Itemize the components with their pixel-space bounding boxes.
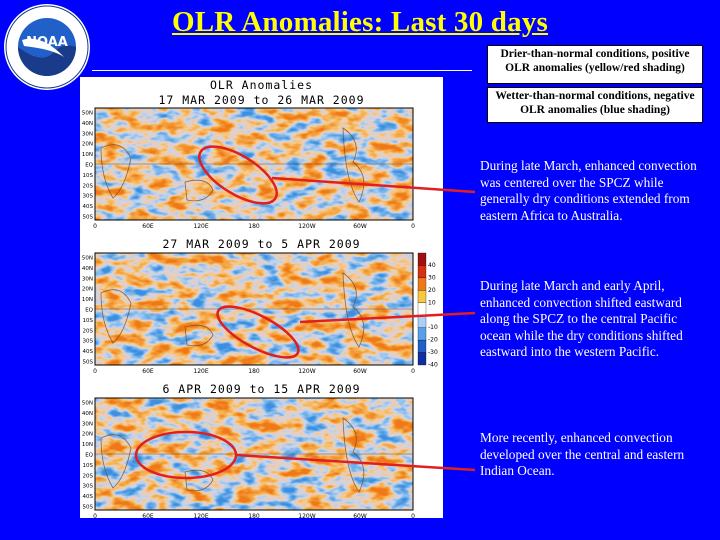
- lat-label: 20N: [82, 432, 93, 438]
- colorbar-label: -40: [428, 362, 438, 369]
- lat-label: 10S: [83, 173, 94, 179]
- olr-figure: OLR Anomalies 17 MAR 2009 to 26 MAR 2009…: [80, 77, 443, 518]
- colorbar-label: 40: [428, 262, 436, 269]
- lat-label: 50S: [83, 505, 94, 511]
- lon-label: 180: [248, 513, 260, 518]
- colorbar-label: 30: [428, 274, 436, 281]
- lat-label: 20S: [83, 473, 94, 479]
- lat-label: 30N: [82, 131, 93, 137]
- colorbar-swatch: [417, 315, 427, 328]
- lat-label: 50N: [82, 256, 93, 262]
- map-frame: [94, 107, 414, 221]
- lon-label: 120E: [193, 513, 208, 518]
- lon-label: 0: [93, 368, 97, 375]
- lon-label: 0: [93, 223, 97, 230]
- lon-label: 120E: [193, 223, 208, 230]
- map-panel-2: 50N 40N 30N 20N 10N EQ 10S 20S 30S 40S 50S 0 60E 120E…: [82, 252, 415, 375]
- lon-label: 180: [248, 223, 260, 230]
- map-panel-3: 50N 40N 30N 20N 10N EQ 10S 20S 30S 40S 50S 0 60E 120E…: [82, 397, 415, 518]
- colorbar-swatch: [417, 277, 427, 291]
- lon-label: 60E: [142, 513, 154, 518]
- lat-label: 30S: [83, 484, 94, 490]
- noaa-logo: NOAA: [2, 2, 92, 92]
- lat-label: 40S: [83, 204, 94, 210]
- note-early-april: During late March and early April, enhan…: [480, 278, 683, 360]
- lat-label: 20S: [83, 183, 94, 189]
- lon-label: 60W: [353, 223, 367, 230]
- dry-legend: Drier-than-normal conditions, positive O…: [487, 45, 703, 84]
- colorbar-label: -20: [428, 337, 438, 344]
- lat-label: 50N: [82, 401, 93, 407]
- map-frame: [94, 252, 414, 366]
- colorbar-swatch: [417, 352, 427, 366]
- lon-label: 60W: [353, 513, 367, 518]
- map-panel-1: 50N 40N 30N 20N 10N EQ 10S 20S 30S 40S 50S 0 60E 120E…: [82, 107, 415, 230]
- colorbar: 40 30 20 10 -10 -20 -30 -40: [417, 252, 438, 369]
- lat-label: 10N: [82, 442, 93, 448]
- colorbar-swatch: [417, 327, 427, 341]
- coastline: [100, 289, 132, 344]
- anomaly-maps: 50N 40N 30N 20N 10N EQ 10S 20S 30S 40S 50S 0 60E 120E…: [82, 107, 438, 518]
- lat-label: 50S: [83, 215, 94, 221]
- lon-label: 60E: [142, 223, 154, 230]
- logo-text: NOAA: [26, 35, 68, 50]
- lat-label: EQ: [85, 163, 93, 169]
- coastline: [184, 324, 214, 347]
- lon-label: 180: [248, 368, 260, 375]
- panel-3-title: 6 APR 2009 to 15 APR 2009: [162, 382, 361, 396]
- colorbar-label: -30: [428, 349, 438, 356]
- wet-legend: Wetter-than-normal conditions, negative …: [487, 87, 703, 123]
- page-title: OLR Anomalies: Last 30 days: [172, 6, 548, 38]
- lat-label: 10S: [83, 318, 94, 324]
- panel-1-title: 17 MAR 2009 to 26 MAR 2009: [158, 93, 365, 107]
- lat-label: 40S: [83, 494, 94, 500]
- colorbar-label: 10: [428, 299, 436, 306]
- colorbar-label: -10: [428, 324, 438, 331]
- lat-label: 30S: [83, 339, 94, 345]
- lat-label: EQ: [85, 453, 93, 459]
- panel-2-title: 27 MAR 2009 to 5 APR 2009: [162, 237, 361, 251]
- coastline: [100, 434, 132, 489]
- colorbar-swatch: [417, 265, 427, 279]
- lat-label: 10N: [82, 152, 93, 158]
- lat-label: 40N: [82, 121, 93, 127]
- lon-label: 0: [411, 223, 415, 230]
- lat-label: 10N: [82, 297, 93, 303]
- note-recent: More recently, enhanced convection devel…: [480, 430, 685, 479]
- coastline: [100, 144, 132, 199]
- divider: [92, 70, 472, 71]
- lat-label: 30S: [83, 194, 94, 200]
- lon-label: 120W: [298, 223, 315, 230]
- lat-label: 50N: [82, 111, 93, 117]
- colorbar-swatch: [417, 302, 427, 316]
- lat-label: 40N: [82, 266, 93, 272]
- lat-label: 40S: [83, 349, 94, 355]
- lon-label: 120E: [193, 368, 208, 375]
- lat-label: 20S: [83, 328, 94, 334]
- lon-label: 60W: [353, 368, 367, 375]
- lat-label: EQ: [85, 308, 93, 314]
- lat-label: 20N: [82, 287, 93, 293]
- lon-label: 0: [93, 513, 97, 518]
- lat-label: 30N: [82, 421, 93, 427]
- lon-label: 60E: [142, 368, 154, 375]
- colorbar-swatch: [417, 339, 427, 353]
- lon-label: 0: [411, 368, 415, 375]
- colorbar-swatch: [417, 290, 427, 303]
- colorbar-swatch: [417, 252, 427, 266]
- lat-label: 30N: [82, 276, 93, 282]
- lat-label: 10S: [83, 463, 94, 469]
- lon-label: 120W: [298, 368, 315, 375]
- lon-label: 0: [411, 513, 415, 518]
- lat-label: 50S: [83, 360, 94, 366]
- colorbar-label: 20: [428, 287, 436, 294]
- note-late-march: During late March, enhanced convection w…: [480, 158, 697, 223]
- figure-header: OLR Anomalies: [209, 78, 313, 92]
- lon-label: 120W: [298, 513, 315, 518]
- lat-label: 20N: [82, 142, 93, 148]
- lat-label: 40N: [82, 411, 93, 417]
